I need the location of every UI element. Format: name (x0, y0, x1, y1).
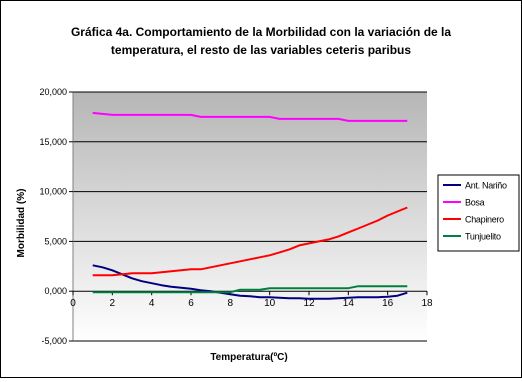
gridlines (73, 91, 427, 342)
y-tick-label: 10,000 (39, 187, 67, 197)
y-tick-label: 5,000 (44, 236, 67, 246)
series-lines (92, 111, 408, 300)
y-tick-label: -5,000 (41, 336, 67, 346)
x-axis-label: Temperatura(ºC) (210, 352, 287, 363)
legend-label: Ant. Nariño (465, 181, 507, 191)
x-tick-labels: 0 2 4 6 8 10 12 14 16 18 (70, 291, 433, 309)
legend-label: Chapinero (465, 215, 504, 225)
x-tick-label: 16 (382, 298, 394, 309)
legend-label: Bosa (465, 198, 485, 208)
x-tick-label: 0 (70, 298, 76, 309)
x-tick-label: 12 (303, 298, 315, 309)
y-tick-label: 20,000 (39, 87, 67, 97)
legend: Ant. Nariño Bosa Chapinero Tunjuelito (437, 174, 520, 252)
x-tick-label: 6 (188, 298, 194, 309)
x-tick-label: 14 (343, 298, 355, 309)
y-axis-label: Morbilidad (%) (16, 189, 27, 258)
plot-area (73, 92, 427, 341)
y-tick-label: 15,000 (39, 137, 67, 147)
x-tick-label: 10 (264, 298, 276, 309)
series-line-1 (92, 111, 408, 122)
chart-title-line-1: Gráfica 4a. Comportamiento de la Morbili… (71, 25, 451, 39)
x-tick-label: 4 (149, 298, 155, 309)
series-line-2 (92, 206, 408, 277)
x-tick-label: 18 (421, 298, 433, 309)
y-tick-labels: -5,000 0,000 5,000 10,000 15,000 20,000 (39, 87, 73, 346)
legend-box (437, 174, 520, 252)
x-tick-label: 8 (228, 298, 234, 309)
chart-title-line-2: temperatura, el resto de las variables c… (111, 43, 411, 57)
legend-label: Tunjuelito (465, 232, 501, 242)
series-line-0 (92, 264, 408, 300)
x-tick-label: 2 (110, 298, 116, 309)
y-tick-label: 0,000 (44, 286, 67, 296)
series-line-3 (92, 285, 408, 294)
